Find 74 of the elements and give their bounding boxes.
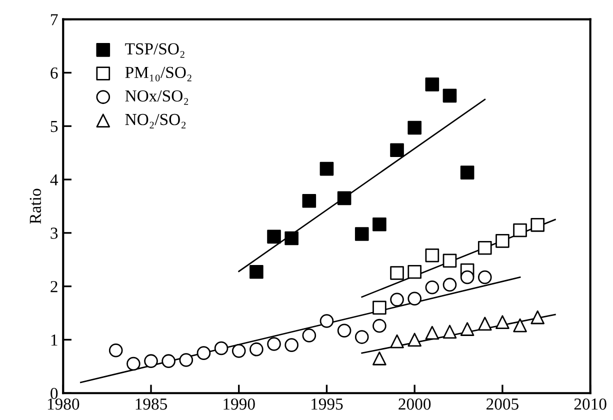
point — [196, 346, 211, 360]
point — [442, 254, 457, 268]
y-tick-label: 0 — [50, 388, 58, 400]
point — [478, 240, 492, 255]
y-tick-label: 1 — [51, 334, 58, 346]
point — [372, 300, 386, 315]
point — [408, 332, 422, 347]
y-tick-label: 6 — [50, 67, 58, 79]
point — [337, 191, 352, 206]
x-tick-label: 1990 — [224, 398, 255, 410]
point — [442, 88, 457, 103]
point — [390, 266, 404, 280]
x-tick-label: 1995 — [312, 398, 343, 410]
point — [108, 343, 123, 358]
legend-label: TSP/SO₂ — [125, 43, 184, 58]
point — [214, 341, 228, 356]
x-tick-label: 1985 — [136, 398, 168, 410]
point — [126, 356, 140, 371]
point — [302, 328, 316, 342]
point — [144, 354, 158, 368]
y-tick-label: 5 — [50, 120, 58, 132]
x-tick-label: 2005 — [486, 398, 518, 410]
legend-label: NOx/SO₂ — [125, 90, 188, 105]
point — [496, 234, 510, 248]
point — [408, 292, 422, 306]
point — [354, 227, 369, 241]
point — [372, 318, 386, 333]
point — [390, 143, 404, 158]
point — [408, 120, 422, 135]
y-tick-label: 2 — [50, 281, 58, 292]
point — [425, 326, 440, 340]
point — [250, 342, 264, 356]
point — [232, 344, 246, 358]
point — [530, 310, 545, 324]
point — [478, 316, 492, 331]
point — [460, 322, 474, 336]
point — [320, 162, 334, 176]
point — [513, 223, 527, 238]
point — [425, 280, 440, 294]
point — [267, 337, 281, 351]
y-tick-label: 3 — [50, 228, 58, 239]
point — [478, 270, 492, 284]
point — [425, 78, 440, 92]
legend-label: NO₂/SO₂ — [125, 114, 186, 128]
y-tick-label: 4 — [50, 174, 58, 186]
point — [460, 270, 474, 284]
point — [530, 218, 545, 232]
point — [425, 248, 440, 262]
y-axis-title: Ratio — [30, 188, 42, 224]
point — [460, 166, 474, 180]
point — [267, 230, 281, 244]
point — [284, 338, 298, 352]
point — [284, 231, 298, 246]
legend-label: PM₁₀/SO₂ — [125, 66, 192, 82]
x-tick-label: 2010 — [574, 398, 606, 410]
point — [179, 353, 194, 367]
x-tick-label: 2000 — [398, 398, 431, 410]
point — [250, 264, 264, 279]
point — [496, 315, 510, 330]
point — [162, 354, 176, 368]
point — [390, 334, 404, 348]
point — [442, 278, 457, 292]
x-tick-label: 1980 — [48, 398, 80, 410]
point — [390, 292, 404, 307]
point — [372, 217, 386, 232]
point — [302, 194, 316, 208]
point — [354, 330, 369, 344]
point — [442, 324, 457, 339]
y-tick-label: 7 — [51, 14, 58, 26]
point — [372, 352, 386, 366]
point — [408, 264, 422, 279]
point — [337, 324, 352, 338]
point — [513, 318, 527, 332]
point — [320, 314, 334, 328]
